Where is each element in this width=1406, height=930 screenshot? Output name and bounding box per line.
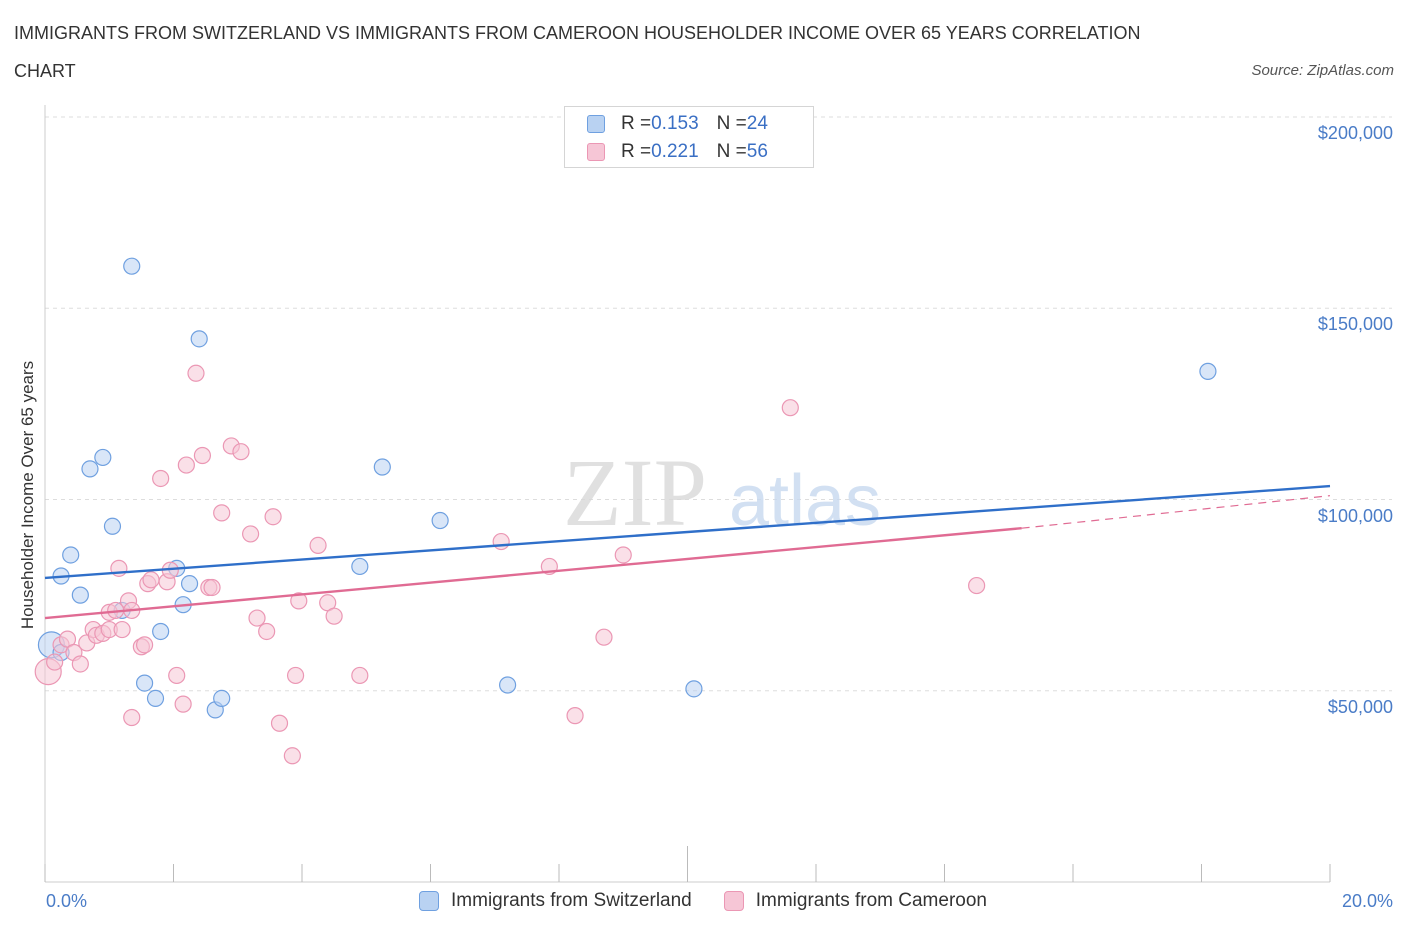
switzerland-point bbox=[373, 458, 391, 476]
cameroon-point bbox=[142, 571, 160, 589]
trend-lines bbox=[44, 484, 1331, 620]
cameroon-point bbox=[174, 695, 192, 713]
axes bbox=[44, 105, 1331, 883]
cameroon-point bbox=[286, 666, 305, 685]
y-axis-label: Householder Income Over 65 years bbox=[18, 360, 37, 630]
cameroon-point bbox=[781, 399, 799, 417]
switzerland-point bbox=[499, 676, 517, 694]
switzerland-point bbox=[351, 557, 369, 576]
cameroon-point bbox=[614, 546, 632, 564]
legend-item-switzerland: Immigrants from Switzerland bbox=[419, 890, 692, 912]
stats-legend-row-switzerland: R = 0.153 N = 24 bbox=[587, 112, 768, 136]
watermark-zip: ZIP bbox=[563, 439, 707, 546]
cameroon-point bbox=[46, 653, 64, 671]
cameroon-point bbox=[177, 456, 195, 474]
x-tick-label-max: 20.0% bbox=[1341, 891, 1393, 911]
n-label: N = bbox=[716, 141, 747, 162]
cameroon-point bbox=[123, 708, 141, 727]
cameroon-point bbox=[193, 446, 212, 465]
switzerland-point bbox=[135, 674, 154, 692]
x-tick-label-min: 0.0% bbox=[46, 891, 88, 911]
cameroon-point bbox=[309, 536, 327, 555]
cameroon-trend-line bbox=[44, 526, 1022, 620]
switzerland-point bbox=[103, 517, 122, 535]
n-value: 24 bbox=[746, 113, 768, 134]
switzerland-point bbox=[685, 680, 703, 698]
y-tick-label-100000: $100,000 bbox=[1317, 505, 1393, 526]
cameroon-point bbox=[168, 666, 186, 685]
switzerland-point bbox=[152, 622, 170, 641]
series-legend: Immigrants from Switzerland Immigrants f… bbox=[0, 890, 1406, 912]
n-label: N = bbox=[716, 113, 747, 134]
cameroon-point bbox=[566, 707, 584, 725]
cameroon-point bbox=[968, 576, 986, 595]
cameroon-point bbox=[242, 525, 260, 543]
switzerland-point bbox=[190, 330, 208, 348]
switzerland-point bbox=[1199, 362, 1217, 380]
switzerland-point bbox=[180, 575, 199, 593]
chart-source: Source: ZipAtlas.com bbox=[1251, 62, 1394, 79]
cameroon-point bbox=[71, 655, 89, 673]
chart-title: IMMIGRANTS FROM SWITZERLAND VS IMMIGRANT… bbox=[14, 23, 1141, 81]
cameroon-point bbox=[258, 622, 276, 641]
cameroon-legend-swatch bbox=[723, 891, 744, 911]
legend-label-cameroon: Immigrants from Cameroon bbox=[755, 890, 987, 911]
switzerland-point bbox=[94, 448, 112, 467]
cameroon-point bbox=[152, 469, 170, 488]
switzerland-point bbox=[71, 586, 89, 604]
y-tick-label-150000: $150,000 bbox=[1317, 314, 1393, 335]
stats-legend-row-cameroon: R = 0.221 N = 56 bbox=[587, 140, 768, 164]
cameroon-point bbox=[290, 592, 308, 610]
cameroon-trend-extension bbox=[1021, 495, 1331, 529]
r-label: R = bbox=[621, 141, 652, 162]
legend-item-cameroon: Immigrants from Cameroon bbox=[723, 890, 987, 912]
n-value: 56 bbox=[746, 141, 768, 162]
cameroon-point bbox=[248, 609, 266, 627]
cameroon-point bbox=[595, 628, 613, 646]
cameroon-point bbox=[135, 636, 154, 654]
cameroon-point bbox=[213, 504, 231, 522]
cameroon-point bbox=[492, 532, 510, 551]
gridlines bbox=[45, 116, 1392, 692]
cameroon-point bbox=[283, 747, 301, 765]
stats-legend: R = 0.153 N = 24 R = 0.221 N = 56 bbox=[564, 106, 814, 168]
switzerland-point bbox=[431, 511, 449, 530]
switzerland-swatch bbox=[587, 115, 605, 133]
cameroon-point bbox=[187, 364, 205, 382]
r-value: 0.221 bbox=[651, 141, 699, 162]
switzerland-trend-line bbox=[44, 484, 1331, 580]
watermark-atlas: atlas bbox=[729, 461, 881, 541]
switzerland-point bbox=[81, 460, 99, 478]
switzerland-legend-swatch bbox=[419, 891, 440, 911]
switzerland-point bbox=[146, 689, 165, 708]
switzerland-point bbox=[123, 257, 141, 275]
cameroon-point bbox=[270, 714, 289, 732]
legend-label-switzerland: Immigrants from Switzerland bbox=[451, 890, 692, 911]
cameroon-point bbox=[264, 508, 282, 526]
switzerland-point bbox=[62, 546, 80, 564]
y-tick-label-200000: $200,000 bbox=[1317, 123, 1393, 143]
cameroon-swatch bbox=[587, 143, 605, 161]
y-tick-label-50000: $50,000 bbox=[1327, 696, 1393, 717]
cameroon-point bbox=[351, 666, 369, 685]
r-label: R = bbox=[621, 113, 652, 134]
cameroon-point bbox=[325, 607, 343, 625]
r-value: 0.153 bbox=[651, 113, 699, 134]
switzerland-point bbox=[213, 689, 231, 708]
cameroon-point bbox=[203, 578, 221, 597]
cameroon-point bbox=[113, 620, 131, 639]
cameroon-point bbox=[232, 443, 250, 461]
